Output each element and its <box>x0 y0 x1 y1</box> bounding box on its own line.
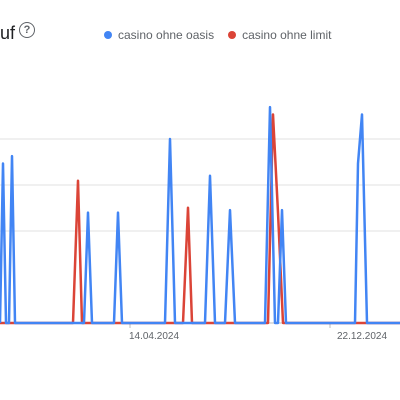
legend-item-limit[interactable]: casino ohne limit <box>228 28 331 42</box>
chart-legend: casino ohne oasis casino ohne limit <box>104 28 331 42</box>
chart-title: uf <box>0 23 16 43</box>
series-line-oasis <box>0 105 400 325</box>
legend-item-oasis[interactable]: casino ohne oasis <box>104 28 214 42</box>
legend-dot-limit <box>228 31 237 39</box>
help-circle-icon[interactable]: ? <box>19 22 35 38</box>
legend-label-limit: casino ohne limit <box>242 28 332 42</box>
legend-label-oasis: casino ohne oasis <box>118 28 215 42</box>
series-layer <box>0 105 400 325</box>
x-tick-label-0: 14.04.2024 <box>129 331 179 342</box>
series-line-limit <box>0 113 400 325</box>
x-tick-label-1: 22.12.2024 <box>337 331 387 342</box>
legend-dot-oasis <box>104 31 112 39</box>
